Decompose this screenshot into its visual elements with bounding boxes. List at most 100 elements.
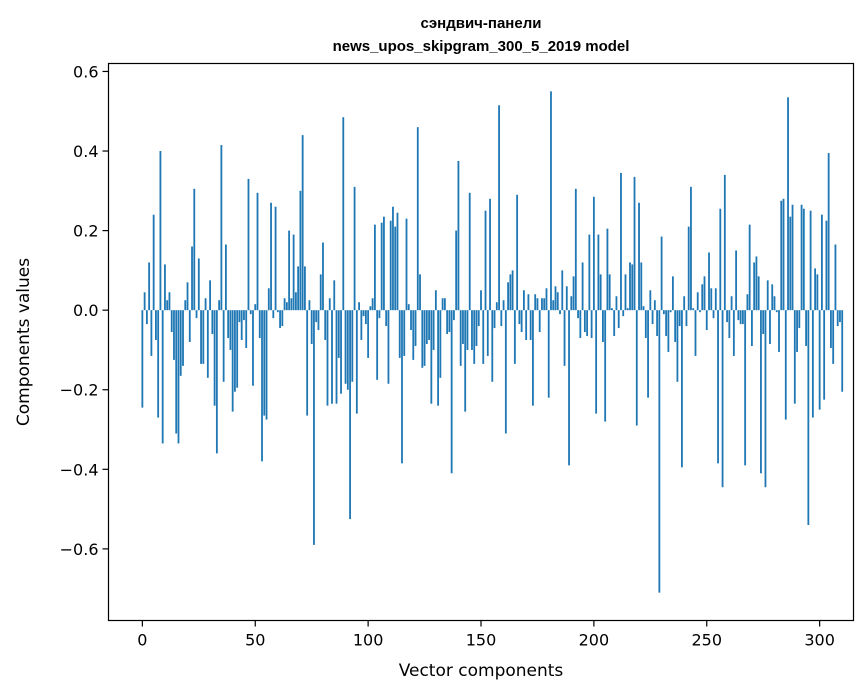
- x-tick-label-200: 200: [579, 631, 610, 650]
- bar-88: [340, 310, 342, 394]
- bar-204: [602, 310, 604, 342]
- bar-229: [658, 310, 661, 593]
- bar-218: [633, 176, 636, 311]
- bar-85: [333, 280, 336, 311]
- bar-244: [692, 308, 695, 311]
- bar-107: [383, 216, 385, 311]
- y-axis-label: Components values: [14, 258, 34, 426]
- bar-119: [410, 310, 412, 331]
- bar-53: [261, 310, 263, 462]
- bar-64: [285, 302, 288, 311]
- bar-136: [448, 310, 451, 333]
- bar-176: [538, 310, 541, 333]
- bar-114: [398, 310, 401, 358]
- bar-168: [520, 310, 523, 333]
- bar-235: [671, 276, 674, 311]
- bar-145: [468, 192, 471, 311]
- bar-243: [690, 186, 692, 311]
- bar-178: [543, 298, 546, 311]
- bar-252: [710, 288, 713, 311]
- bar-38: [227, 310, 230, 339]
- bar-153: [486, 310, 489, 356]
- bar-134: [443, 298, 446, 311]
- bar-295: [807, 310, 810, 526]
- bar-222: [642, 306, 645, 311]
- bar-164: [511, 270, 514, 311]
- bar-158: [498, 105, 500, 311]
- bar-217: [631, 264, 634, 311]
- bar-227: [653, 300, 656, 311]
- bar-236: [674, 310, 677, 342]
- bar-11: [166, 300, 169, 311]
- bar-189: [568, 310, 570, 466]
- bar-146: [471, 310, 473, 350]
- bar-273: [757, 276, 760, 311]
- bar-213: [622, 310, 625, 317]
- bar-279: [771, 284, 774, 311]
- bar-120: [412, 310, 415, 360]
- bar-149: [477, 310, 480, 327]
- bar-277: [766, 280, 769, 311]
- bar-307: [834, 244, 837, 311]
- bar-220: [638, 202, 640, 311]
- bar-73: [306, 310, 309, 416]
- bar-86: [335, 310, 338, 404]
- bar-180: [547, 310, 550, 398]
- bar-310: [841, 310, 844, 392]
- bar-193: [577, 310, 579, 319]
- bar-150: [480, 290, 482, 311]
- bar-161: [504, 310, 507, 434]
- bar-142: [462, 310, 464, 344]
- bar-141: [459, 310, 462, 366]
- bar-132: [439, 310, 442, 378]
- bar-198: [588, 234, 591, 311]
- bar-31: [211, 310, 214, 335]
- bar-98: [362, 310, 365, 317]
- bar-35: [220, 145, 223, 311]
- bar-194: [579, 310, 582, 339]
- bar-41: [234, 310, 236, 392]
- bar-284: [782, 198, 785, 311]
- y-tick-label-6: 0.6: [73, 62, 98, 81]
- bar-8: [159, 151, 162, 311]
- bar-81: [324, 310, 327, 341]
- bar-69: [297, 266, 300, 311]
- bar-163: [509, 274, 512, 311]
- bar-254: [714, 288, 717, 311]
- bar-140: [457, 160, 460, 311]
- bar-21: [188, 310, 191, 342]
- bar-102: [371, 298, 374, 311]
- bar-248: [701, 284, 704, 311]
- bar-33: [215, 310, 218, 454]
- bar-61: [279, 310, 281, 329]
- bar-23: [193, 188, 196, 311]
- bar-237: [676, 310, 679, 382]
- bar-112: [394, 226, 397, 311]
- bar-89: [342, 117, 345, 311]
- bar-18: [182, 310, 184, 366]
- bar-239: [681, 310, 683, 468]
- bar-289: [793, 310, 796, 404]
- bar-196: [583, 310, 586, 333]
- bar-124: [421, 310, 424, 368]
- bar-30: [209, 280, 211, 311]
- bar-247: [699, 310, 701, 313]
- bar-261: [730, 296, 733, 311]
- bar-199: [590, 310, 593, 339]
- bar-154: [489, 198, 491, 311]
- bar-143: [464, 310, 467, 412]
- bar-234: [669, 310, 672, 313]
- bar-170: [525, 310, 528, 341]
- bar-242: [687, 226, 690, 311]
- x-tick-label-250: 250: [691, 631, 722, 650]
- bar-251: [708, 252, 710, 311]
- bar-67: [292, 234, 295, 311]
- bar-137: [450, 310, 453, 474]
- bar-157: [495, 302, 498, 311]
- bar-191: [572, 276, 575, 311]
- bar-63: [283, 298, 286, 311]
- bar-127: [428, 310, 430, 341]
- bar-245: [694, 310, 697, 356]
- bar-299: [816, 274, 819, 311]
- bar-55: [265, 310, 268, 420]
